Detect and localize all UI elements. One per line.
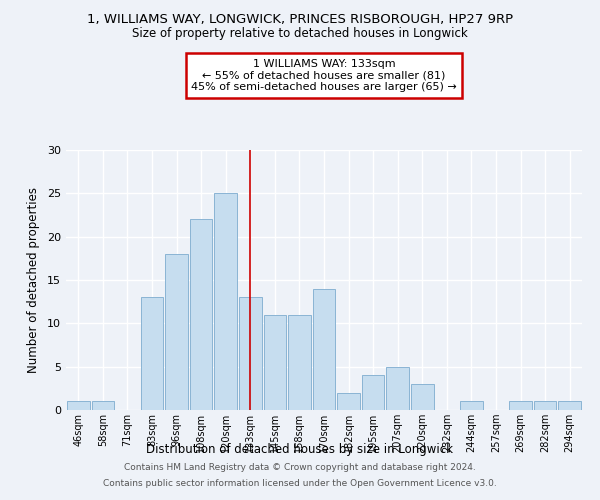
Bar — [534, 402, 556, 410]
Bar — [559, 402, 581, 410]
Bar — [140, 298, 163, 410]
Bar — [67, 402, 89, 410]
Bar — [190, 220, 212, 410]
Text: Size of property relative to detached houses in Longwick: Size of property relative to detached ho… — [132, 28, 468, 40]
Bar — [460, 402, 483, 410]
Text: 1 WILLIAMS WAY: 133sqm
← 55% of detached houses are smaller (81)
45% of semi-det: 1 WILLIAMS WAY: 133sqm ← 55% of detached… — [191, 59, 457, 92]
Y-axis label: Number of detached properties: Number of detached properties — [27, 187, 40, 373]
Bar — [337, 392, 360, 410]
Text: Distribution of detached houses by size in Longwick: Distribution of detached houses by size … — [146, 442, 454, 456]
Bar — [263, 314, 286, 410]
Text: Contains HM Land Registry data © Crown copyright and database right 2024.: Contains HM Land Registry data © Crown c… — [124, 464, 476, 472]
Bar — [313, 288, 335, 410]
Bar — [165, 254, 188, 410]
Bar — [411, 384, 434, 410]
Text: Contains public sector information licensed under the Open Government Licence v3: Contains public sector information licen… — [103, 478, 497, 488]
Bar — [288, 314, 311, 410]
Text: 1, WILLIAMS WAY, LONGWICK, PRINCES RISBOROUGH, HP27 9RP: 1, WILLIAMS WAY, LONGWICK, PRINCES RISBO… — [87, 12, 513, 26]
Bar — [386, 366, 409, 410]
Bar — [214, 194, 237, 410]
Bar — [239, 298, 262, 410]
Bar — [362, 376, 385, 410]
Bar — [92, 402, 114, 410]
Bar — [509, 402, 532, 410]
